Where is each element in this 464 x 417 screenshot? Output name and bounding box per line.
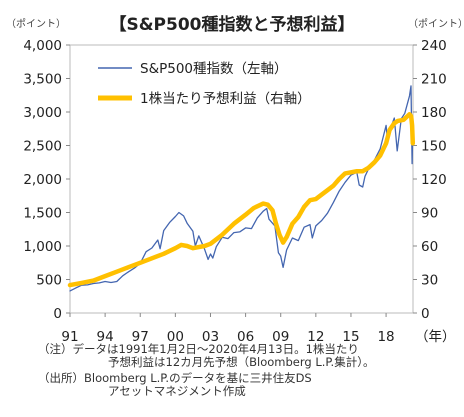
x-tick-label: 09 <box>272 329 289 345</box>
x-tick-label: 15 <box>342 329 359 345</box>
legend-label-eps: 1株当たり予想利益（右軸） <box>140 91 311 107</box>
x-tick-label: 91 <box>61 329 78 345</box>
right-tick-label: 0 <box>421 306 430 322</box>
right-tick-label: 90 <box>421 206 438 222</box>
left-tick-label: 500 <box>36 273 62 289</box>
note-line-2: 予想利益は12カ月先予想（Bloomberg L.P.集計）。 <box>108 355 375 369</box>
x-tick-label: 97 <box>132 329 149 345</box>
right-axis-unit: （ポイント） <box>408 19 464 30</box>
right-tick-label: 150 <box>421 139 447 155</box>
x-tick-label: 00 <box>167 329 184 345</box>
note-line-1: （注）データは1991年1月2日～2020年4月13日。1株当たり <box>38 342 359 356</box>
sp500-index-line <box>69 85 414 292</box>
legend-label-sp500: S&P500種指数（左軸） <box>140 61 288 77</box>
left-tick-label: 1,000 <box>23 239 62 255</box>
right-tick-label: 240 <box>421 38 447 54</box>
left-tick-label: 3,000 <box>23 105 62 121</box>
right-tick-label: 180 <box>421 105 447 121</box>
right-tick-label: 120 <box>421 172 447 188</box>
plot-frame <box>69 44 414 314</box>
left-tick-label: 3,500 <box>23 72 62 88</box>
right-tick-label: 60 <box>421 239 438 255</box>
left-tick-label: 4,000 <box>23 38 62 54</box>
right-tick-label: 30 <box>421 273 438 289</box>
note-line-3: （出所）Bloomberg L.P.のデータを基に三井住友DS <box>38 371 312 385</box>
chart-canvas: 0 500 1,000 1,500 2,000 2,500 3,000 3,500 4,000 0… <box>23 38 456 345</box>
x-tick-label: 03 <box>202 329 219 345</box>
left-tick-label: 2,000 <box>23 172 62 188</box>
eps-forecast-line <box>67 111 416 288</box>
right-tick-label: 210 <box>421 72 447 88</box>
chart-title: 【S&P500種指数と予想利益】 <box>109 15 355 35</box>
left-tick-label: 1,500 <box>23 206 62 222</box>
x-tick-label: 06 <box>237 329 254 345</box>
left-axis-unit: （ポイント） <box>6 19 66 30</box>
x-tick-label: 18 <box>377 329 394 345</box>
note-line-4: アセットマネジメント作成 <box>108 384 246 398</box>
x-tick-label: 12 <box>307 329 324 345</box>
x-axis-unit: （年） <box>415 329 456 345</box>
left-tick-label: 2,500 <box>23 139 62 155</box>
left-tick-label: 0 <box>53 306 62 322</box>
x-tick-label: 94 <box>97 329 114 345</box>
